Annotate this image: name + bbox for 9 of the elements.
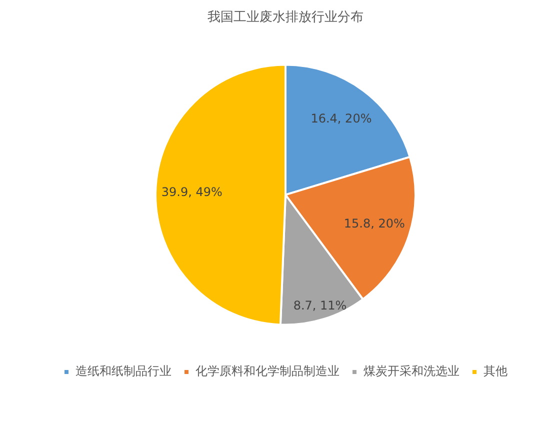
legend-label: 煤炭开采和洗选业 [364, 364, 460, 378]
chart-title: 我国工业废水排放行业分布 [208, 10, 364, 26]
legend-label: 造纸和纸制品行业 [76, 364, 172, 378]
data-label: 15.8, 20% [344, 216, 405, 230]
data-label: 16.4, 20% [310, 112, 372, 126]
legend-label: 化学原料和化学制品制造业 [196, 364, 340, 378]
data-label: 8.7, 11% [293, 298, 347, 313]
data-label: 39.9, 49% [161, 185, 222, 200]
legend-label: 其他 [484, 364, 508, 378]
